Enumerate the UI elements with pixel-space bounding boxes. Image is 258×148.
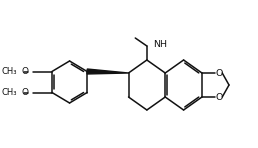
Text: O: O bbox=[216, 69, 223, 78]
Text: NH: NH bbox=[153, 40, 167, 49]
Text: O: O bbox=[22, 88, 29, 97]
Text: O: O bbox=[22, 67, 29, 76]
Polygon shape bbox=[87, 69, 128, 74]
Text: O: O bbox=[216, 92, 223, 102]
Text: CH₃: CH₃ bbox=[2, 67, 17, 76]
Text: CH₃: CH₃ bbox=[2, 88, 17, 97]
